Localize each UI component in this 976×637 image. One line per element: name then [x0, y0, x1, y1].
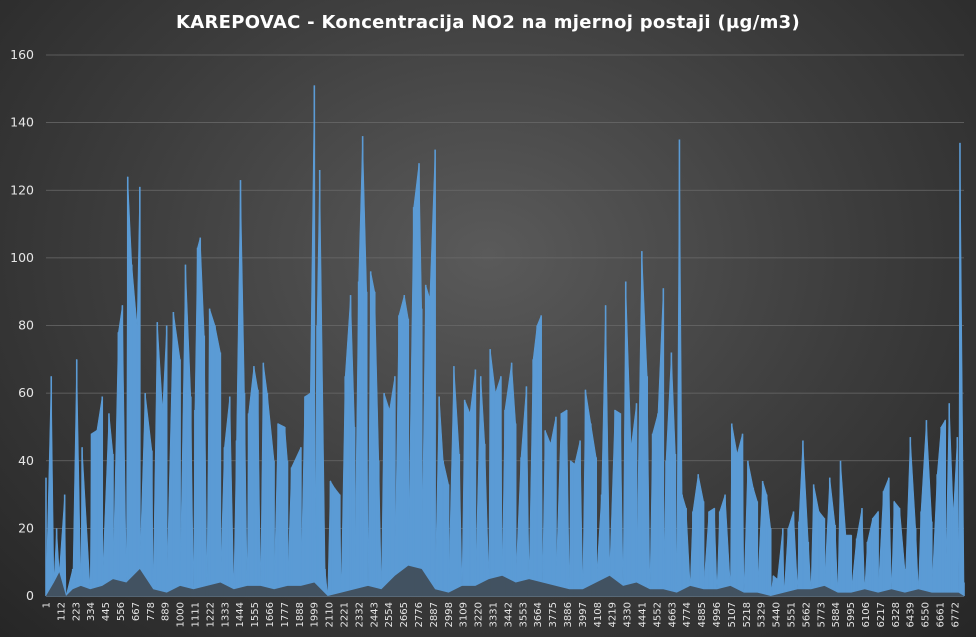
series-minimum-band — [46, 565, 964, 596]
x-tick-label: 3997 — [578, 602, 589, 627]
x-tick-label: 6217 — [876, 602, 887, 627]
x-tick-label: 2332 — [354, 602, 365, 627]
x-tick-label: 3109 — [459, 602, 470, 627]
x-tick-label: 3442 — [503, 602, 514, 627]
y-tick-label: 80 — [18, 318, 34, 333]
x-tick-label: 778 — [146, 602, 157, 621]
y-tick-label: 20 — [18, 520, 34, 535]
x-tick-label: 5440 — [772, 602, 783, 627]
y-tick-label: 120 — [10, 182, 34, 197]
x-tick-label: 4441 — [637, 602, 648, 627]
x-tick-label: 1777 — [280, 602, 291, 627]
x-tick-label: 6661 — [935, 602, 946, 627]
y-tick-label: 100 — [10, 250, 34, 265]
x-tick-label: 1000 — [176, 602, 187, 627]
x-tick-label: 3553 — [518, 602, 529, 627]
x-tick-label: 5662 — [801, 602, 812, 627]
x-tick-label: 6772 — [950, 602, 961, 627]
series-area — [45, 85, 965, 597]
y-tick-label: 0 — [26, 588, 34, 603]
x-tick-label: 1999 — [310, 602, 321, 627]
series-baseline — [46, 565, 964, 596]
y-tick-label: 160 — [10, 47, 34, 62]
x-tick-label: 5995 — [846, 602, 857, 627]
x-tick-label: 4219 — [608, 602, 619, 627]
axes: 0 20 40 60 80 100 120 140 160 1 112 223 334 445 556 667… — [10, 47, 961, 627]
x-tick-label: 2776 — [414, 602, 425, 627]
x-tick-label: 5884 — [831, 602, 842, 627]
x-tick-label: 889 — [161, 602, 172, 621]
x-tick-label: 4885 — [697, 602, 708, 627]
series-area-path — [45, 85, 965, 597]
x-tick-label: 556 — [116, 602, 127, 621]
x-tick-label: 5218 — [742, 602, 753, 627]
x-tick-label: 1555 — [250, 602, 261, 627]
x-tick-label: 1444 — [235, 602, 246, 627]
x-tick-label: 5773 — [816, 602, 827, 627]
x-tick-label: 223 — [71, 602, 82, 621]
x-tick-label: 3220 — [474, 602, 485, 627]
x-tick-label: 4996 — [712, 602, 723, 627]
x-tick-label: 2998 — [444, 602, 455, 627]
x-tick-label: 4774 — [682, 602, 693, 627]
x-tick-label: 4663 — [667, 602, 678, 627]
x-tick-label: 2554 — [384, 602, 395, 627]
x-tick-label: 1888 — [295, 602, 306, 627]
x-tick-label: 3664 — [533, 602, 544, 627]
x-tick-label: 5329 — [757, 602, 768, 627]
y-tick-label: 140 — [10, 115, 34, 130]
x-tick-label: 1666 — [265, 602, 276, 627]
x-tick-label: 4552 — [652, 602, 663, 627]
x-tick-label: 6550 — [921, 602, 932, 627]
x-tick-label: 6439 — [906, 602, 917, 627]
y-tick-label: 60 — [18, 385, 34, 400]
x-tick-label: 6328 — [891, 602, 902, 627]
x-tick-label: 4330 — [623, 602, 634, 627]
x-tick-label: 445 — [101, 602, 112, 621]
x-tick-label: 667 — [131, 602, 142, 621]
x-tick-label: 4108 — [593, 602, 604, 627]
x-tick-label: 5107 — [727, 602, 738, 627]
x-tick-label: 6106 — [861, 602, 872, 627]
x-tick-label: 1 — [42, 602, 53, 608]
x-tick-label: 1222 — [205, 602, 216, 627]
x-tick-label: 2665 — [399, 602, 410, 627]
y-tick-label: 40 — [18, 453, 34, 468]
x-tick-label: 112 — [56, 602, 67, 621]
x-tick-label: 2110 — [325, 602, 336, 627]
x-tick-label: 5551 — [786, 602, 797, 627]
x-tick-label: 2887 — [429, 602, 440, 627]
x-tick-label: 3331 — [488, 602, 499, 627]
x-tick-label: 1111 — [190, 602, 201, 627]
x-tick-label: 3886 — [563, 602, 574, 627]
x-tick-label: 1333 — [220, 602, 231, 627]
x-tick-label: 2443 — [369, 602, 380, 627]
x-tick-label: 3775 — [548, 602, 559, 627]
chart-title: KAREPOVAC - Koncentracija NO2 na mjernoj… — [175, 12, 801, 33]
x-tick-label: 2221 — [339, 602, 350, 627]
x-tick-label: 334 — [86, 602, 97, 621]
